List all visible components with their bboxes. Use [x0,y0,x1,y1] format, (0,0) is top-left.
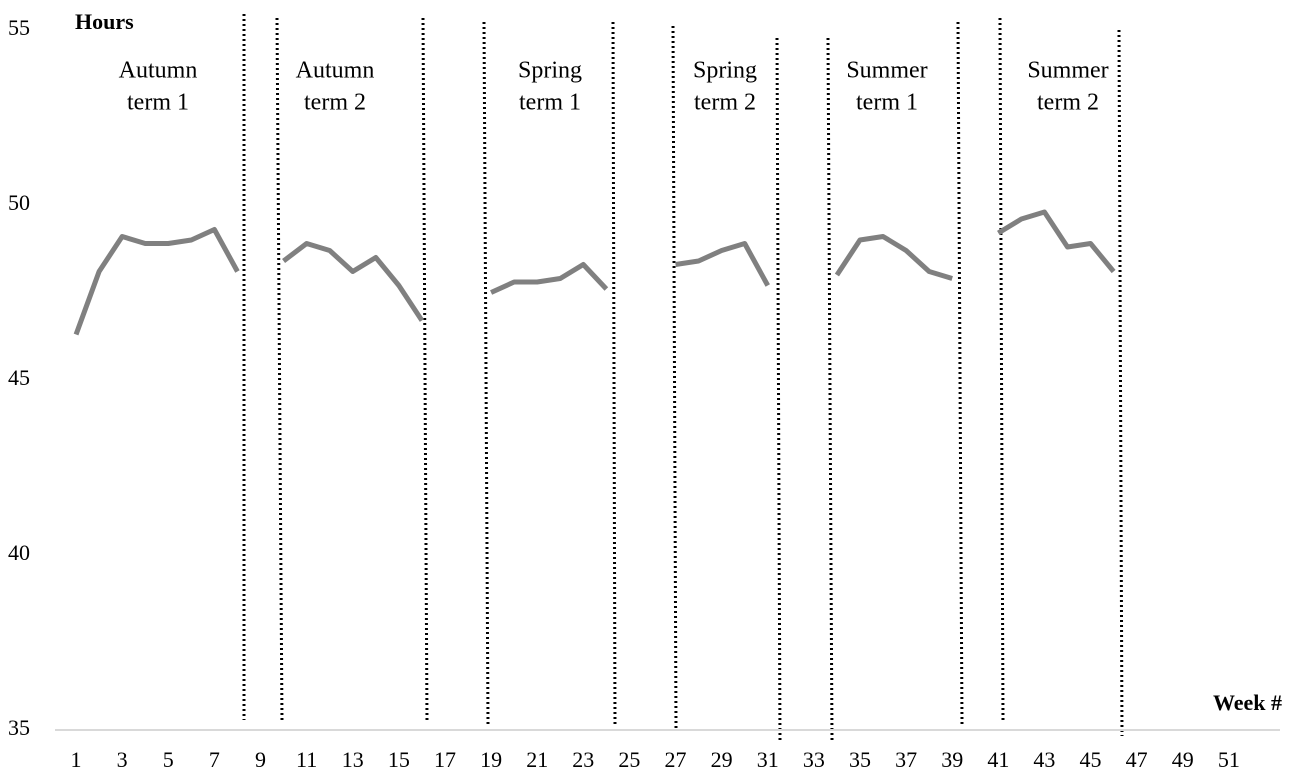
x-tick-label: 13 [342,747,364,772]
x-tick-label: 29 [711,747,733,772]
x-tick-label: 17 [434,747,456,772]
x-tick-label: 49 [1172,747,1194,772]
x-tick-label: 5 [163,747,174,772]
term-boundary [826,37,834,741]
x-tick-label: 43 [1033,747,1055,772]
term-boundary [775,37,782,743]
term-boundaries [242,14,1124,743]
term-label: Autumn [119,58,198,84]
term-boundary [421,17,429,723]
y-axis-label: Hours [75,9,134,34]
term-label: Summer [1027,58,1108,84]
term-label: term 1 [127,90,189,116]
term-label: term 2 [304,90,366,116]
term-boundary [956,21,964,725]
x-tick-label: 41 [987,747,1009,772]
x-axis-label: Week # [1213,690,1282,715]
x-tick-label: 9 [255,747,266,772]
term-label: term 1 [856,90,918,116]
y-tick-label: 45 [8,365,30,390]
y-tick-label: 50 [8,190,30,215]
x-tick-label: 51 [1218,747,1240,772]
term-label: term 1 [519,90,581,116]
y-tick-label: 35 [8,715,30,740]
y-tick-label: 40 [8,540,30,565]
x-tick-label: 37 [895,747,917,772]
term-label: term 2 [694,90,756,116]
term-label: term 2 [1037,90,1099,116]
term-label: Autumn [296,58,375,84]
term-boundary [275,17,284,723]
x-tick-label: 39 [941,747,963,772]
term-label: Spring [518,58,582,84]
x-tick-label: 31 [757,747,779,772]
x-tick-label: 25 [618,747,640,772]
term-boundary [482,21,490,725]
x-tick-label: 7 [209,747,220,772]
x-tick-label: 1 [71,747,82,772]
x-tick-label: 15 [388,747,410,772]
term-label: Summer [846,58,927,84]
x-tick-label: 33 [803,747,825,772]
x-tick-label: 45 [1080,747,1102,772]
term-label: Spring [693,58,757,84]
x-tick-label: 19 [480,747,502,772]
x-tick-label: 21 [526,747,548,772]
term-boundary [998,17,1005,723]
x-tick-label: 23 [572,747,594,772]
term-boundary [1117,29,1124,737]
x-tick-label: 27 [665,747,687,772]
x-tick-label: 11 [296,747,317,772]
line-series [73,209,1116,336]
term-boundary [671,25,678,729]
x-tick-label: 35 [849,747,871,772]
x-tick-label: 47 [1126,747,1148,772]
y-tick-label: 55 [8,15,30,40]
x-tick-label: 3 [117,747,128,772]
term-boundary [611,21,617,727]
